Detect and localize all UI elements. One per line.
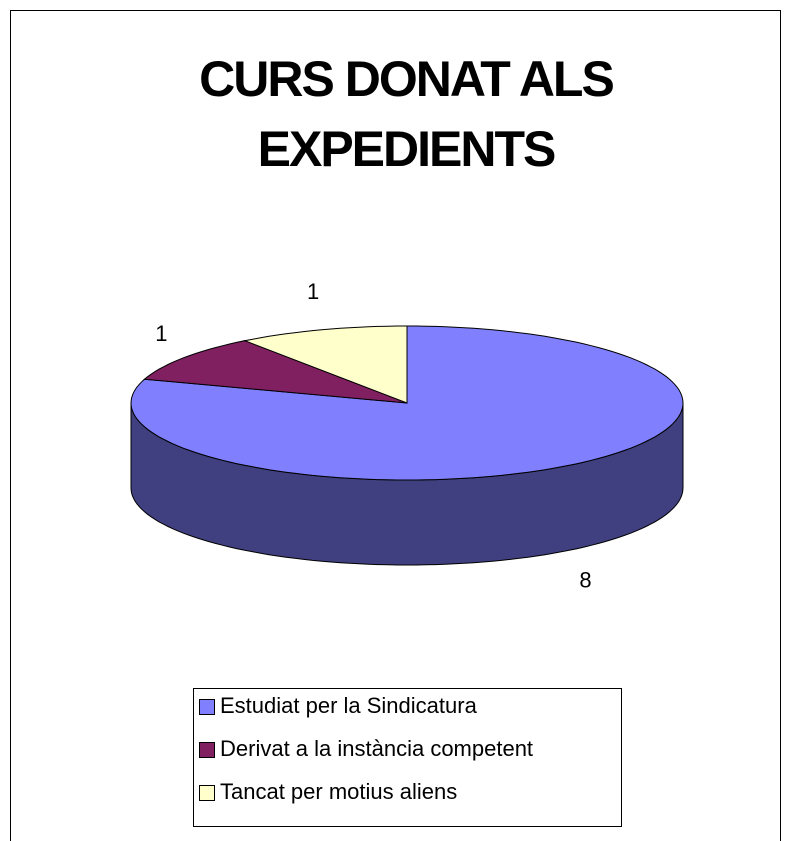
legend-swatch xyxy=(199,742,215,758)
legend-label: Estudiat per la Sindicatura xyxy=(220,693,478,718)
legend-swatch xyxy=(199,699,215,715)
legend-swatch xyxy=(199,785,215,801)
legend-label: Derivat a la instància competent xyxy=(220,736,533,761)
data-label: 1 xyxy=(307,279,319,304)
data-label: 1 xyxy=(155,321,167,346)
pie-slice xyxy=(242,325,408,404)
data-label: 8 xyxy=(579,567,591,592)
legend-label: Tancat per motius aliens xyxy=(220,779,457,804)
chart-frame xyxy=(10,10,781,841)
pie-slice xyxy=(143,340,408,404)
chart-title: CURS DONAT ALS EXPEDIENTS xyxy=(199,51,615,177)
legend-box xyxy=(193,688,622,827)
